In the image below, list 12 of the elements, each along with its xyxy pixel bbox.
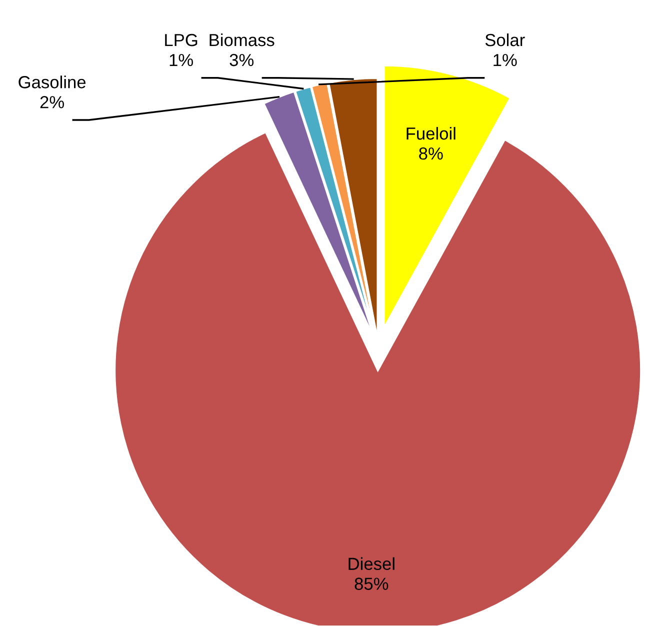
data-label: 8% [419, 147, 443, 160]
data-label: 1% [170, 54, 193, 66]
slice-label: Diesel [348, 557, 394, 570]
data-label: 2% [40, 96, 64, 108]
slice-label: Biomass [210, 33, 274, 46]
slice-label: Fueloil [406, 126, 456, 140]
slice-label: Gasoline [18, 76, 86, 88]
data-label: 1% [494, 54, 517, 66]
data-label: 3% [230, 54, 254, 66]
slice-label: Solar [485, 33, 525, 46]
slice-label: LPG [165, 34, 198, 46]
data-label: 85% [354, 578, 388, 590]
